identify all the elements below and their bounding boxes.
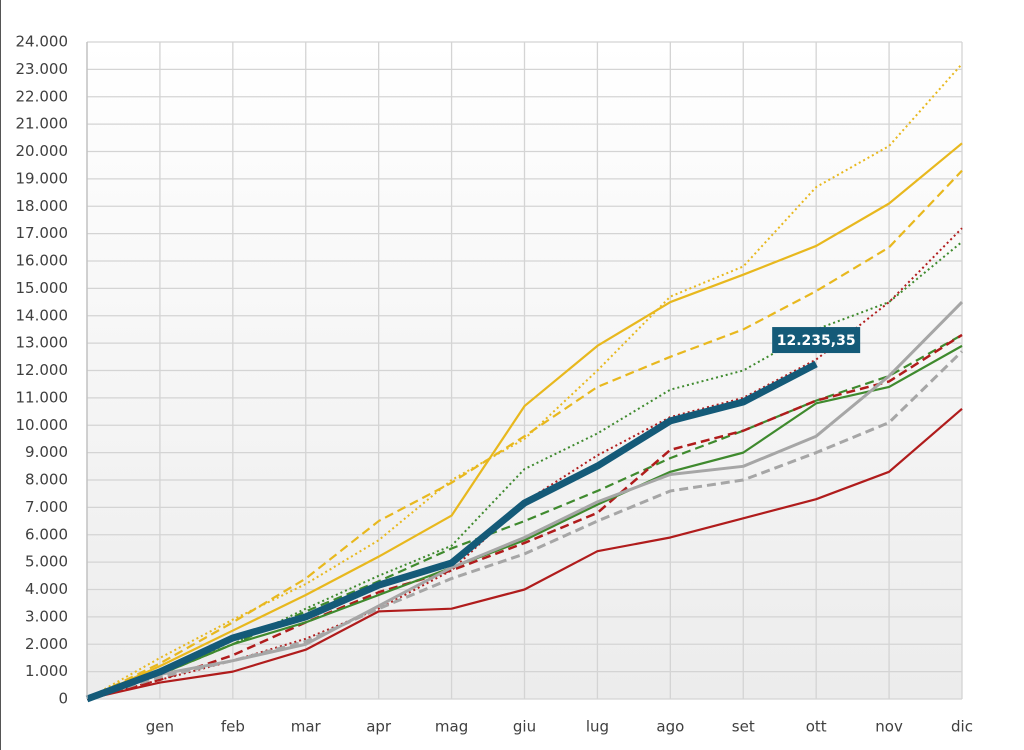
y-tick-label: 22.000 xyxy=(16,87,69,105)
y-tick-label: 4.000 xyxy=(25,580,68,598)
y-tick-label: 8.000 xyxy=(25,471,68,489)
y-tick-label: 9.000 xyxy=(25,443,68,461)
y-tick-label: 7.000 xyxy=(25,498,68,516)
y-tick-label: 11.000 xyxy=(16,388,69,406)
y-tick-label: 1.000 xyxy=(25,662,68,680)
x-tick-label: mar xyxy=(291,718,322,736)
data-label-box xyxy=(772,327,861,354)
series-line xyxy=(86,333,963,701)
series-line xyxy=(86,350,964,701)
x-tick-label: mag xyxy=(435,718,468,736)
y-tick-label: 21.000 xyxy=(16,115,69,133)
y-tick-label: 14.000 xyxy=(16,306,69,324)
series-line xyxy=(86,344,963,701)
y-tick-label: 0 xyxy=(58,690,68,708)
series-line xyxy=(86,63,963,700)
y-tick-label: 10.000 xyxy=(16,416,69,434)
series-line xyxy=(86,301,964,701)
x-tick-label: ott xyxy=(806,718,827,736)
series-line xyxy=(86,169,963,700)
x-tick-label: set xyxy=(732,718,755,736)
y-tick-label: 12.000 xyxy=(16,361,69,379)
y-tick-label: 24.000 xyxy=(16,33,69,51)
y-tick-label: 20.000 xyxy=(16,142,69,160)
y-tick-label: 23.000 xyxy=(16,60,69,78)
x-tick-label: giu xyxy=(513,718,536,736)
series-line xyxy=(85,360,818,703)
y-tick-label: 5.000 xyxy=(25,553,68,571)
y-tick-label: 3.000 xyxy=(25,607,68,625)
y-tick-label: 18.000 xyxy=(16,197,69,215)
x-tick-label: gen xyxy=(146,718,174,736)
y-tick-label: 6.000 xyxy=(25,525,68,543)
y-tick-label: 17.000 xyxy=(16,224,69,242)
x-tick-label: dic xyxy=(951,718,973,736)
x-tick-label: apr xyxy=(366,718,392,736)
series-line xyxy=(86,142,963,701)
data-label: 12.235,35 xyxy=(777,333,856,349)
x-tick-label: feb xyxy=(221,718,245,736)
x-tick-label: ago xyxy=(656,718,684,736)
y-tick-label: 2.000 xyxy=(25,635,68,653)
y-tick-label: 16.000 xyxy=(16,252,69,270)
series-line xyxy=(86,407,963,701)
x-tick-label: lug xyxy=(586,718,609,736)
y-tick-label: 15.000 xyxy=(16,279,69,297)
y-tick-label: 13.000 xyxy=(16,334,69,352)
y-tick-label: 19.000 xyxy=(16,169,69,187)
x-tick-label: nov xyxy=(875,718,903,736)
